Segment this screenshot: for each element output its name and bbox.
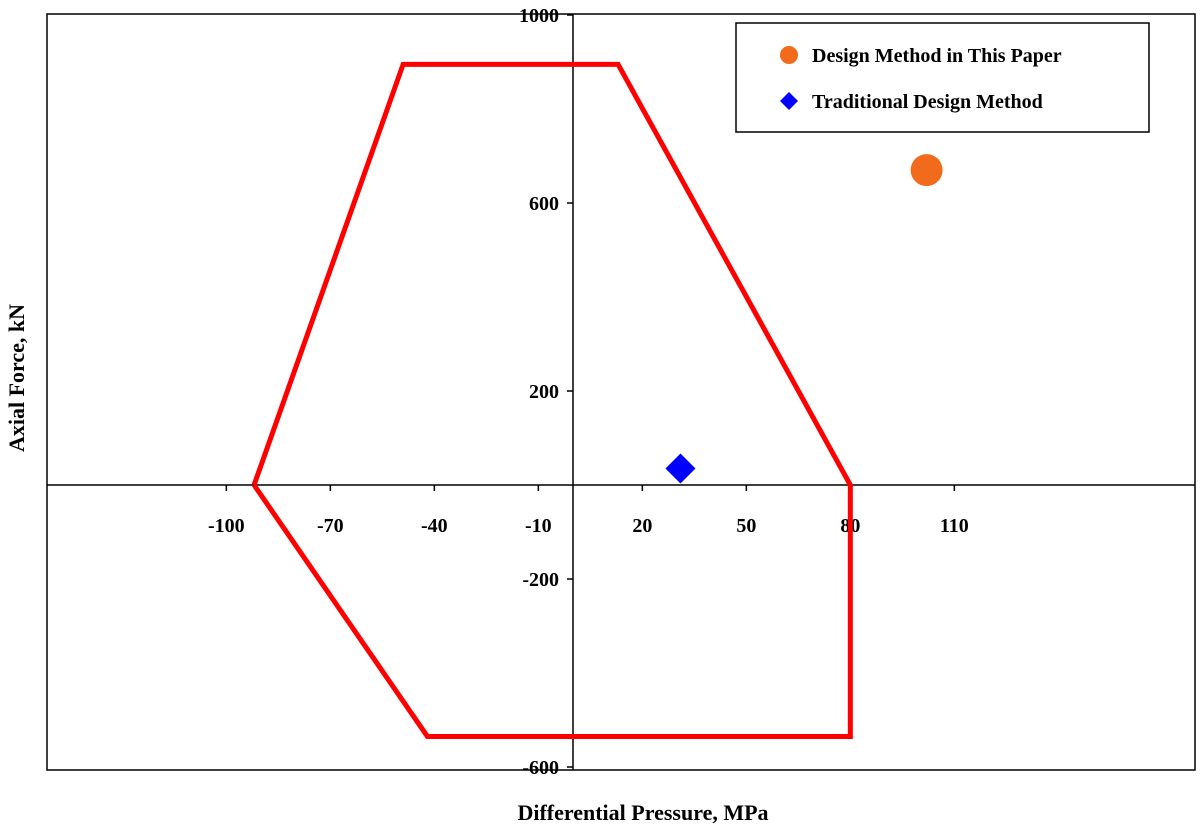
y-axis-title: Axial Force, kN xyxy=(4,304,29,452)
x-tick-label: 20 xyxy=(632,515,652,537)
legend-marker xyxy=(780,92,798,110)
x-tick-label: -100 xyxy=(208,515,245,537)
plot-area-frame xyxy=(46,13,1196,771)
x-tick-label: 50 xyxy=(736,515,756,537)
legend: Design Method in This Paper Traditional D… xyxy=(735,22,1150,133)
envelope-polygon xyxy=(251,61,853,739)
legend-marker xyxy=(780,46,798,64)
x-tick-label: -70 xyxy=(317,515,344,537)
design-method-point xyxy=(910,154,943,187)
traditional-method-point xyxy=(665,453,696,484)
x-tick-label: 110 xyxy=(940,515,969,537)
y-tick-label: 200 xyxy=(529,381,559,403)
legend-label: Design Method in This Paper xyxy=(812,45,1062,67)
x-tick-label: -10 xyxy=(525,515,552,537)
x-tick-label: -40 xyxy=(421,515,448,537)
x-tick-labels: -100 -70 -40 -10 20 50 80 110 xyxy=(208,485,969,537)
y-tick-label: 1000 xyxy=(519,5,559,27)
y-tick-label: 600 xyxy=(529,193,559,215)
legend-label: Traditional Design Method xyxy=(812,91,1043,113)
legend-items: Design Method in This Paper Traditional D… xyxy=(780,45,1062,113)
legend-box xyxy=(735,22,1150,133)
y-tick-label: -200 xyxy=(522,569,559,591)
y-tick-label: -600 xyxy=(522,757,559,779)
x-axis-title: Differential Pressure, MPa xyxy=(517,800,768,825)
data-points xyxy=(665,154,943,484)
y-tick-labels: 1000 600 200 -200 -600 xyxy=(519,5,573,779)
